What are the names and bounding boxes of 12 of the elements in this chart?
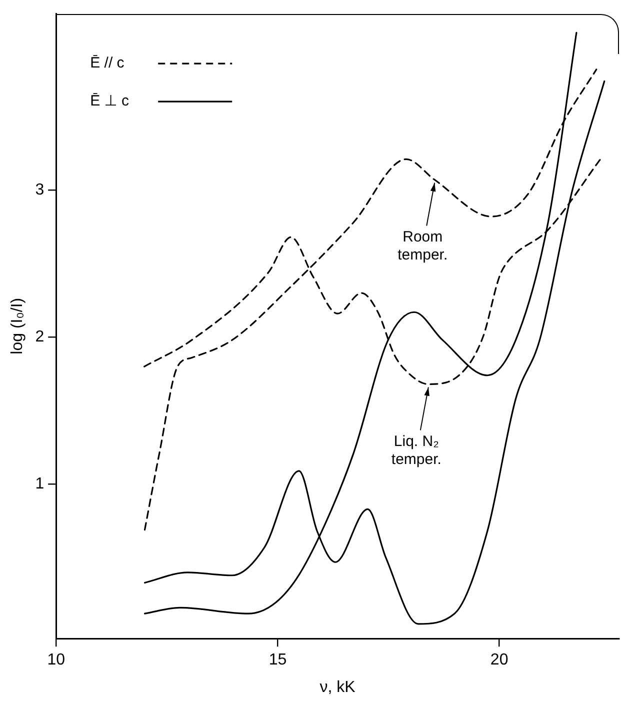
x-axis-title: ν, kK bbox=[320, 678, 356, 696]
y-tick-label: 1 bbox=[35, 476, 44, 493]
legend-label: Ē // c bbox=[90, 54, 125, 72]
annotation: Room temper. bbox=[398, 228, 448, 264]
annotation: Liq. N₂ temper. bbox=[391, 432, 442, 468]
y-tick-label: 2 bbox=[35, 328, 44, 346]
legend-label: Ē ⊥ c bbox=[90, 92, 130, 110]
x-tick-label: 15 bbox=[268, 652, 287, 669]
x-tick-label: 10 bbox=[47, 652, 66, 669]
y-axis-title: log (I₀/I) bbox=[9, 298, 26, 354]
y-tick-label: 3 bbox=[35, 181, 44, 198]
x-tick-label: 20 bbox=[490, 652, 508, 669]
